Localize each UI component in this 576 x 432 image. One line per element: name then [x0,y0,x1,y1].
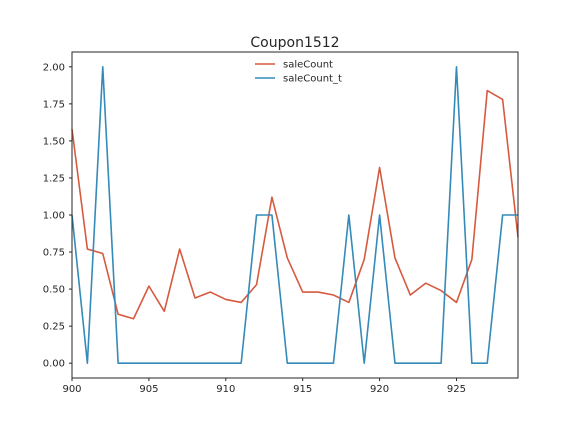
y-tick-label: 2.00 [43,62,65,73]
y-tick-label: 1.00 [43,211,65,222]
legend-label-saleCount: saleCount [283,60,333,71]
y-tick-label: 1.50 [43,136,65,147]
legend-label-saleCount_t: saleCount_t [283,74,342,85]
y-tick-label: 0.00 [43,359,65,370]
x-tick-label: 905 [139,384,158,395]
y-tick-label: 1.25 [43,173,65,184]
x-tick-label: 920 [370,384,389,395]
x-tick-label: 900 [62,384,81,395]
plot-frame [71,51,519,379]
chart-title: Coupon1512 [250,35,339,51]
y-tick-label: 0.75 [43,248,65,259]
y-tick-label: 0.50 [43,285,65,296]
x-tick-label: 925 [447,384,466,395]
legend: saleCount saleCount_t [255,60,342,85]
series-line-saleCount_t [71,66,518,364]
x-tick-label: 915 [293,384,312,395]
y-tick-label: 1.75 [43,99,65,110]
series-line-saleCount [71,89,519,320]
axes-layer: 900 905 910 915 920 925 0.00 0.25 0.50 0.75 1.00 1.… [43,51,519,395]
x-tick-label: 910 [216,384,235,395]
series-layer [71,66,519,364]
y-tick-label: 0.25 [43,322,65,333]
